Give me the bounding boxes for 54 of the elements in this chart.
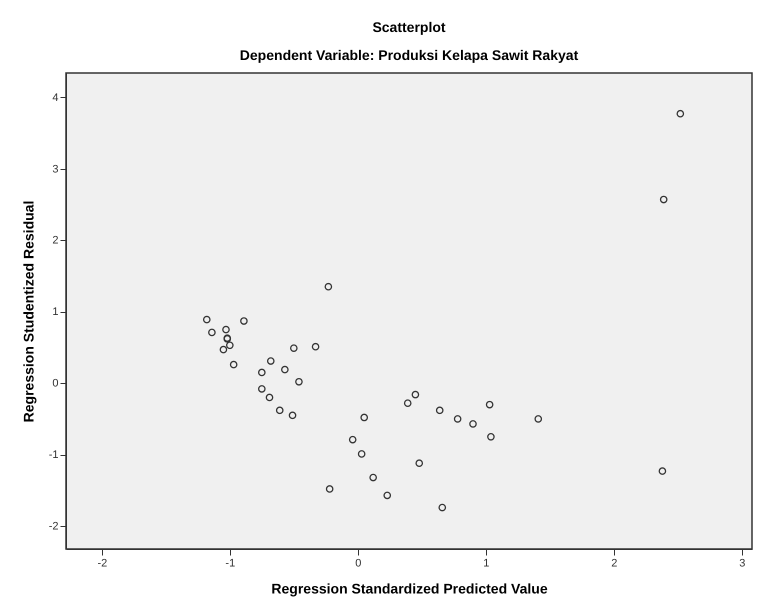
- point: [202, 316, 211, 324]
- point: [240, 317, 248, 325]
- point: [486, 400, 494, 408]
- y-tick-label: 0: [52, 378, 58, 390]
- y-tick-label: 1: [52, 306, 58, 318]
- y-tick-label: 4: [52, 92, 58, 104]
- x-tick-label: 2: [611, 558, 618, 570]
- point: [288, 412, 296, 420]
- point: [276, 406, 284, 414]
- point: [295, 378, 303, 386]
- x-tick-label: 0: [355, 558, 362, 570]
- x-tick-label: -2: [97, 558, 108, 570]
- y-tick-label: -2: [48, 520, 58, 533]
- point: [469, 420, 477, 428]
- x-tick-label: 3: [739, 558, 746, 570]
- x-axis-title: Regression Standardized Predicted Value: [271, 580, 548, 596]
- point: [454, 415, 462, 423]
- point: [220, 346, 228, 354]
- point: [660, 196, 668, 204]
- point: [281, 366, 289, 374]
- point: [258, 368, 266, 376]
- point: [324, 282, 332, 291]
- point: [208, 328, 216, 336]
- x-tick-label: 1: [483, 558, 490, 570]
- point: [436, 406, 444, 414]
- chart-title: Scatterplot: [372, 19, 446, 35]
- point: [312, 342, 320, 351]
- y-tick-label: 3: [52, 163, 58, 176]
- point: [383, 492, 392, 500]
- point: [412, 390, 420, 398]
- point: [326, 485, 334, 493]
- point: [438, 504, 446, 512]
- y-axis-title: Regression Studentized Residual: [20, 200, 37, 422]
- chart-subtitle: Dependent Variable: Produksi Kelapa Sawit Rakyat: [240, 47, 579, 63]
- point: [487, 432, 495, 441]
- point: [258, 385, 266, 393]
- point: [369, 474, 377, 482]
- point: [290, 344, 298, 352]
- point: [404, 399, 412, 408]
- point: [266, 357, 275, 365]
- point: [358, 450, 366, 458]
- point: [230, 360, 238, 368]
- point: [222, 326, 230, 334]
- point: [534, 415, 542, 423]
- point: [360, 414, 368, 422]
- point: [676, 110, 684, 118]
- y-tick-label: 2: [52, 234, 58, 247]
- point: [415, 459, 424, 468]
- point: [226, 342, 234, 350]
- y-tick-label: -1: [48, 449, 58, 462]
- x-tick-label: -1: [225, 558, 236, 570]
- point: [658, 467, 666, 475]
- point: [348, 436, 356, 444]
- point: [266, 394, 274, 402]
